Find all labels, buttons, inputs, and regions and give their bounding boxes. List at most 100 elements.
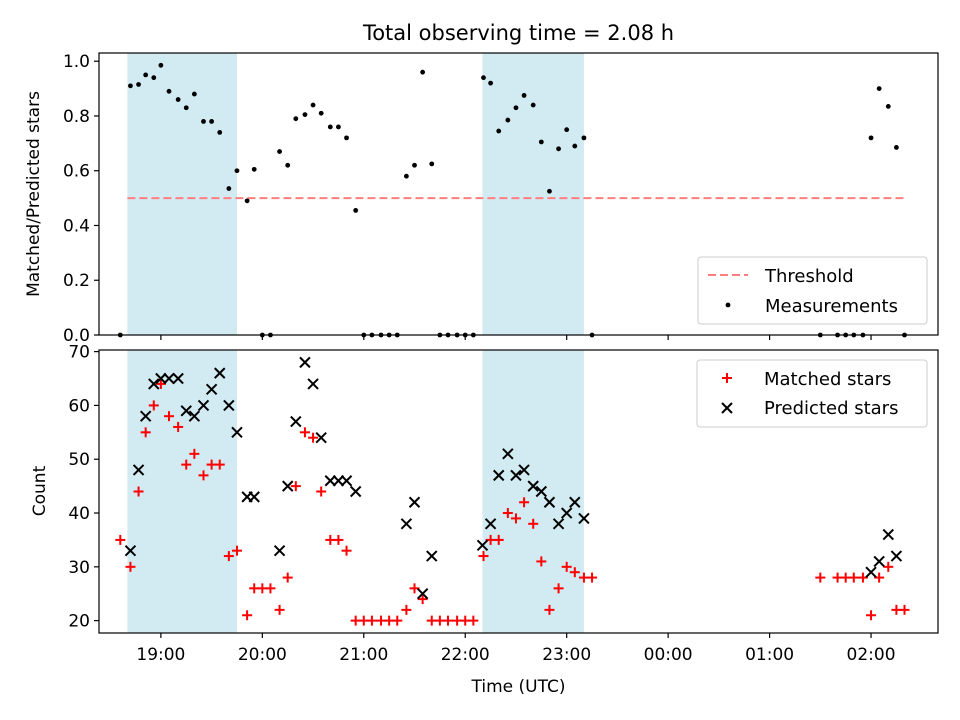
matched-star-points [115,378,910,626]
predicted-star-point [139,410,152,422]
predicted-star-point [890,550,903,562]
predicted-star-point [340,475,353,487]
measurement-point [556,146,561,152]
matched-star-point [815,572,826,583]
predicted-star-point [518,464,530,476]
measurement-point [209,119,215,124]
x-tick-label: 00:00 [644,645,693,665]
measurement-point [234,168,240,174]
top-shaded-intervals [127,53,584,335]
shaded-interval-1 [482,350,584,633]
predicted-star-point [324,475,337,487]
predicted-star-point [484,518,497,530]
predicted-star-point [299,356,311,369]
predicted-star-point [124,544,137,557]
predicted-star-point [155,372,167,385]
predicted-star-point [569,496,581,508]
y-tick-label: 70 [68,343,90,363]
matched-star-point [866,610,877,621]
x-tick-label: 19:00 [136,645,185,665]
top-legend-box [697,256,928,325]
matched-star-point [569,567,580,578]
matched-star-point [164,411,175,422]
y-tick-label: 0.4 [63,216,90,236]
matched-star-point [299,427,310,438]
measurement-point [530,102,536,108]
measurement-point [488,80,494,86]
legend-matched-marker [722,373,732,383]
measurement-point [420,69,426,75]
matched-star-point [282,572,293,583]
predicted-star-point [290,415,302,428]
measurement-point [336,124,341,130]
matched-star-point [409,583,420,594]
matched-star-point [510,513,521,524]
matched-star-point [148,400,159,411]
predicted-star-point [408,496,421,508]
predicted-star-point [163,372,175,385]
measurement-point [143,72,149,78]
predicted-star-point [148,378,160,390]
predicted-star-point [560,507,573,519]
measurement-point [183,105,189,111]
measurement-point [538,139,544,145]
predicted-star-point [205,383,218,395]
matched-star-point [561,561,572,572]
y-tick-label: 50 [68,450,90,470]
measurement-point [513,105,519,111]
matched-star-point [544,604,555,615]
predicted-star-point [476,539,489,552]
measurement-point [318,110,324,116]
matched-star-point [468,615,479,626]
matched-star-point [366,615,377,626]
x-axis-label: Time (UTC) [471,677,566,697]
predicted-star-point [426,550,438,562]
legend-measurements-label: Measurements [765,296,898,317]
measurement-point [327,124,333,130]
measurement-point [201,119,206,124]
matched-star-point [155,378,166,389]
measurement-point [310,102,316,108]
matched-star-point [528,518,539,529]
y-tick-label: 1.0 [63,52,90,72]
predicted-star-point [281,480,294,492]
y-tick-label: 40 [68,504,90,524]
predicted-star-point [502,448,514,460]
predicted-star-point [510,469,522,482]
predicted-star-point [527,480,539,492]
measurement-point [876,86,882,91]
matched-star-point [536,556,547,567]
matched-star-point [231,545,242,556]
x-tick-label: 20:00 [238,645,287,665]
bottom-legend-box [696,359,928,428]
measurement-point [244,198,250,204]
matched-star-point [417,594,428,605]
y-tick-label: 0.0 [63,326,90,346]
shaded-interval-0 [127,53,237,335]
predicted-star-point [231,426,243,439]
legend-predicted-swatch [721,402,733,414]
y-tick-label: 0.8 [63,107,90,127]
measurement-point [151,75,157,81]
y-tick-label: 20 [68,612,90,632]
measurement-point [277,149,282,154]
measurement-point [481,75,486,81]
matched-star-point [140,427,151,438]
y-tick-label: 0.2 [63,271,90,291]
measurement-point [868,135,874,141]
matched-star-point [587,572,598,583]
matched-star-point [493,534,504,545]
matched-star-point [115,534,126,545]
predicted-star-point [223,399,235,412]
y-tick-label: 60 [68,396,90,416]
legend-predicted-marker [721,402,733,414]
measurement-point [166,88,172,94]
measurement-point [353,208,359,213]
predicted-star-point [873,555,885,568]
bottom-y-axis-label: Count [30,465,50,516]
matched-star-point [274,604,285,615]
measurement-point [217,129,223,135]
measurement-point [136,82,141,87]
count-panel: 19:00 20:00 21:00 22:00 23:00 00:00 01:00 02:00… [30,343,939,697]
measurement-point [564,127,570,133]
